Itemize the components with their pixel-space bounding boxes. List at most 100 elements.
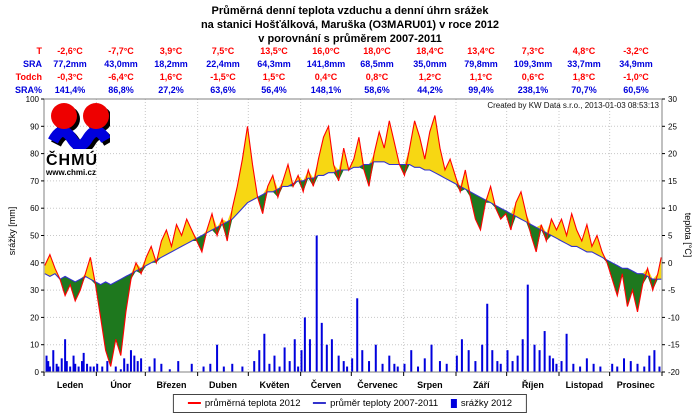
x-axis-month-label: Březen — [156, 380, 186, 390]
red-line-icon — [187, 402, 201, 405]
x-axis-month-label: Srpen — [417, 380, 443, 390]
table-row-label-SRA%: SRA% — [14, 85, 42, 95]
blue-bar-icon — [450, 398, 457, 408]
table-cell: 18,2mm — [154, 59, 188, 69]
table-cell: 56,4% — [261, 85, 287, 95]
svg-text:-5: -5 — [668, 286, 676, 295]
precip-bars — [45, 235, 661, 372]
table-cell: -1,5°C — [210, 72, 236, 82]
svg-text:15: 15 — [668, 177, 677, 186]
table-row-label-T: T — [36, 46, 43, 56]
chmi-logo-text: ČHMÚ — [46, 152, 98, 169]
table-cell: 64,3mm — [257, 59, 291, 69]
svg-text:10: 10 — [668, 204, 677, 213]
svg-text:20: 20 — [668, 150, 677, 159]
y-axis-label-temperature: teplota [°C] — [683, 212, 693, 258]
legend-label: srážky 2012 — [460, 398, 513, 409]
table-cell: -3,2°C — [623, 46, 649, 56]
svg-text:70: 70 — [30, 177, 39, 186]
x-axis-month-label: Prosinec — [617, 380, 655, 390]
chmi-logo: ČHMÚ www.chmi.cz — [46, 101, 156, 177]
colder-than-average-fill — [44, 161, 662, 367]
table-cell: 1,2°C — [418, 72, 442, 82]
legend-label: průměrná teplota 2012 — [204, 398, 301, 409]
table-cell: -1,0°C — [623, 72, 649, 82]
chmi-logo-url: www.chmi.cz — [46, 168, 96, 177]
table-cell: -0,3°C — [57, 72, 83, 82]
table-cell: 4,8°C — [572, 46, 596, 56]
table-cell: 63,6% — [210, 85, 236, 95]
created-by-text: Created by KW Data s.r.o., 2013-01-03 08… — [487, 101, 659, 110]
table-cell: 0,4°C — [314, 72, 338, 82]
table-cell: 58,6% — [364, 85, 390, 95]
table-cell: 141,4% — [54, 85, 86, 95]
x-axis-month-label: Říjen — [522, 379, 544, 390]
table-cell: 0,8°C — [365, 72, 389, 82]
svg-text:0: 0 — [35, 368, 40, 377]
legend-label: průměr teploty 2007-2011 — [330, 398, 439, 409]
table-cell: 27,2% — [158, 85, 184, 95]
temp-avg-2007-2011-line — [44, 161, 662, 286]
table-cell: -7,7°C — [108, 46, 134, 56]
table-cell: 22,4mm — [206, 59, 240, 69]
table-cell: 13,5°C — [260, 46, 288, 56]
svg-text:40: 40 — [30, 259, 39, 268]
svg-text:5: 5 — [668, 232, 673, 241]
table-cell: 238,1% — [517, 85, 549, 95]
table-row-label-Todch: Todch — [15, 72, 42, 82]
table-cell: 148,1% — [310, 85, 342, 95]
table-cell: 16,0°C — [312, 46, 340, 56]
table-cell: 0,6°C — [521, 72, 545, 82]
table-cell: 35,0mm — [413, 59, 447, 69]
x-axis-month-label: Září — [473, 380, 490, 390]
chart-title-line2: na stanici Hošťálková, Maruška (O3MARU01… — [200, 19, 500, 31]
table-cell: 109,3mm — [513, 59, 553, 69]
svg-text:0: 0 — [668, 259, 673, 268]
temp-2012-line — [44, 115, 662, 367]
table-cell: 1,6°C — [159, 72, 183, 82]
table-cell: 44,2% — [417, 85, 443, 95]
svg-text:-15: -15 — [668, 341, 680, 350]
table-cell: 7,5°C — [211, 46, 235, 56]
table-cell: 7,3°C — [521, 46, 545, 56]
table-cell: 1,8°C — [572, 72, 596, 82]
x-axis-month-label: Červen — [311, 379, 342, 390]
table-cell: 3,9°C — [159, 46, 183, 56]
table-cell: 33,7mm — [567, 59, 601, 69]
svg-text:30: 30 — [668, 95, 677, 104]
table-cell: 86,8% — [108, 85, 134, 95]
chart-title: Průměrná denní teplota vzduchu a denní ú… — [0, 4, 700, 46]
svg-text:60: 60 — [30, 204, 39, 213]
svg-text:-10: -10 — [668, 313, 680, 322]
x-axis-month-label: Květen — [259, 380, 289, 390]
table-cell: -6,4°C — [108, 72, 134, 82]
svg-text:90: 90 — [30, 122, 39, 131]
svg-text:20: 20 — [30, 313, 39, 322]
table-row-label-SRA: SRA — [22, 59, 42, 69]
table-cell: 1,5°C — [262, 72, 286, 82]
svg-text:30: 30 — [30, 286, 39, 295]
chart-title-line1: Průměrná denní teplota vzduchu a denní ú… — [211, 5, 489, 17]
x-axis-month-label: Únor — [110, 379, 131, 390]
table-cell: 60,5% — [623, 85, 649, 95]
axis-ticks: 0 10 20 30 40 50 60 70 80 90 100 -20 -15 -10 -5 0 5 10 15 2… — [26, 95, 680, 390]
table-cell: 18,4°C — [416, 46, 444, 56]
chart-legend: průměrná teplota 2012 průměr teploty 200… — [172, 394, 528, 413]
legend-item-temp-2012: průměrná teplota 2012 — [187, 398, 301, 409]
chart-title-line3: v porovnání s průměrem 2007-2011 — [258, 33, 442, 45]
table-cell: 34,9mm — [619, 59, 653, 69]
legend-item-precip: srážky 2012 — [450, 398, 513, 409]
table-cell: -2,6°C — [57, 46, 83, 56]
svg-text:10: 10 — [30, 341, 39, 350]
table-cell: 70,7% — [571, 85, 597, 95]
y-axis-label-precipitation: srážky [mm] — [7, 206, 17, 256]
x-axis-month-label: Leden — [57, 380, 84, 390]
svg-text:50: 50 — [30, 232, 39, 241]
table-cell: 1,1°C — [469, 72, 493, 82]
monthly-summary-table: T -2,6°C -7,7°C 3,9°C 7,5°C 13,5°C 16,0°C 18,0°… — [0, 0, 700, 96]
chmi-logo-icon — [48, 103, 114, 154]
svg-text:80: 80 — [30, 150, 39, 159]
blue-line-icon — [313, 402, 327, 405]
